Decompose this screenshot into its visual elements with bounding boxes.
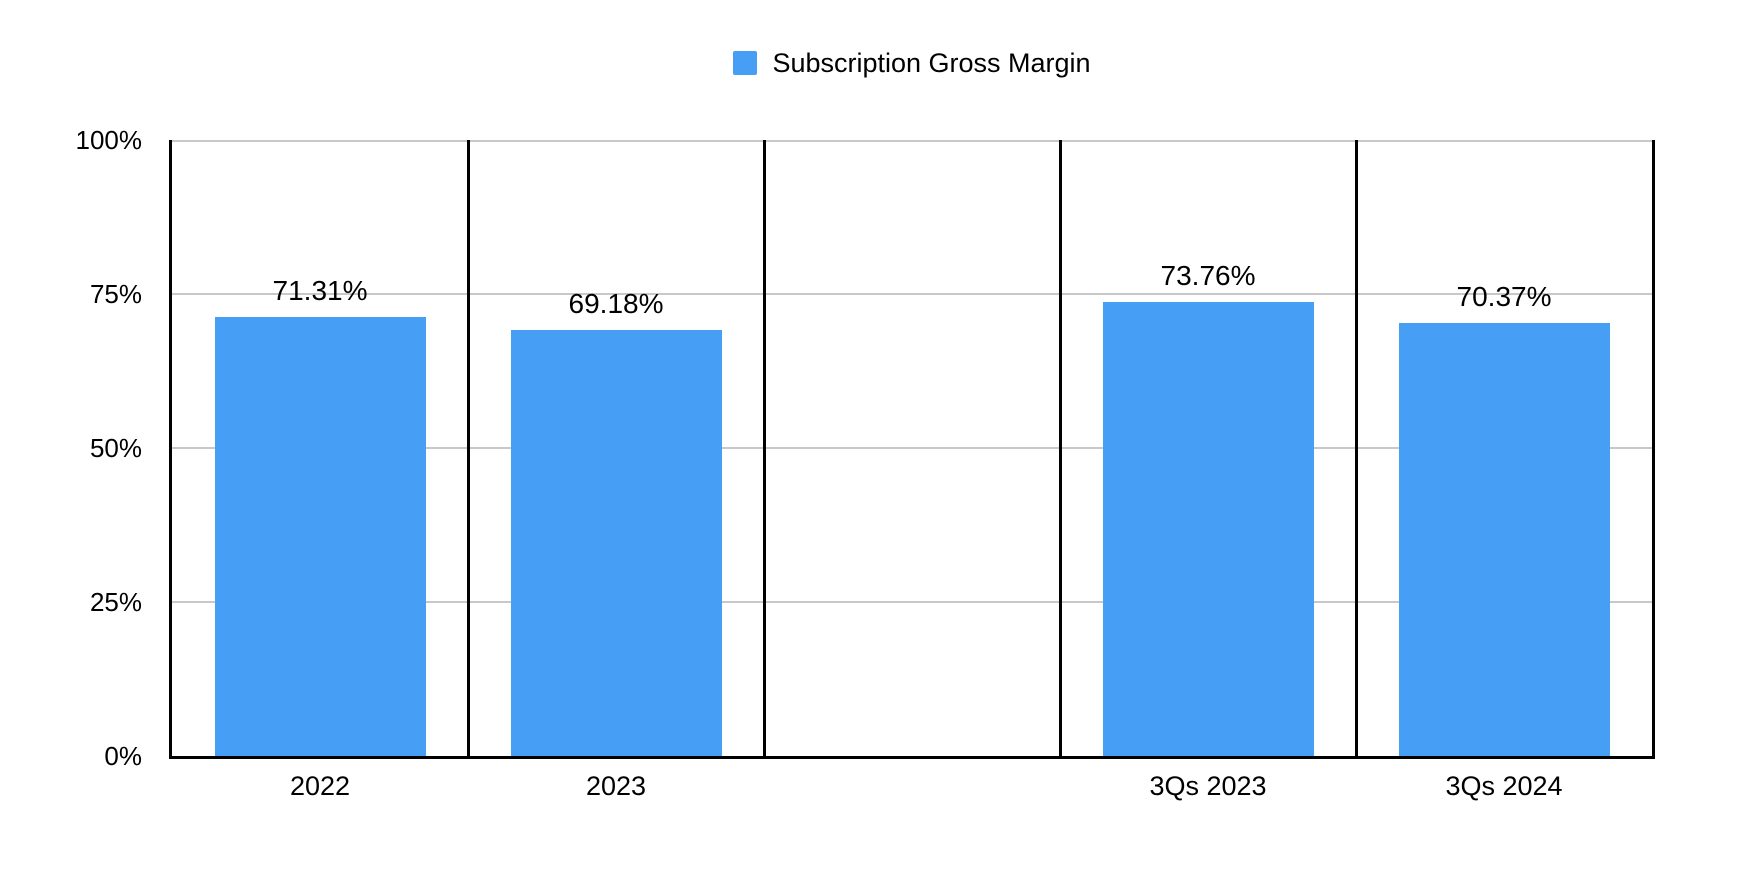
x-category-label-2023: 2023: [585, 771, 647, 801]
panel-divider: [1058, 140, 1062, 756]
y-tick-label-75: 75%: [89, 279, 142, 309]
legend-label: Subscription Gross Margin: [772, 47, 1091, 78]
gridline-75: [172, 293, 1652, 295]
gridline-50: [172, 447, 1652, 449]
y-tick-label-50: 50%: [89, 433, 142, 463]
bar-value-label: 70.37%: [1456, 280, 1552, 312]
bar-3Qs 2023: [1102, 301, 1314, 756]
panel-divider: [762, 140, 766, 756]
bar-value-label: 73.76%: [1160, 259, 1256, 291]
x-category-label-3Qs 2024: 3Qs 2024: [1445, 771, 1563, 801]
bar-value-label: 71.31%: [272, 274, 368, 306]
gridline-100: [172, 140, 1652, 142]
panel-divider: [466, 140, 470, 756]
y-tick-label-100: 100%: [75, 125, 143, 155]
y-tick-label-25: 25%: [89, 587, 142, 617]
chart-legend: Subscription Gross Margin: [172, 48, 1652, 78]
plot-area: 71.31% 69.18% 73.76% 70.37%: [169, 140, 1655, 759]
bar-value-label: 69.18%: [568, 287, 664, 319]
bar-2023: [510, 329, 722, 756]
y-tick-label-0: 0%: [104, 741, 142, 771]
bar-3Qs 2024: [1398, 322, 1610, 756]
x-category-label-2022: 2022: [289, 771, 351, 801]
legend-color-swatch: [733, 51, 758, 75]
gridline-25: [172, 601, 1652, 603]
x-category-label-3Qs 2023: 3Qs 2023: [1149, 771, 1267, 801]
panel-divider: [1354, 140, 1358, 756]
bar-2022: [214, 316, 426, 756]
